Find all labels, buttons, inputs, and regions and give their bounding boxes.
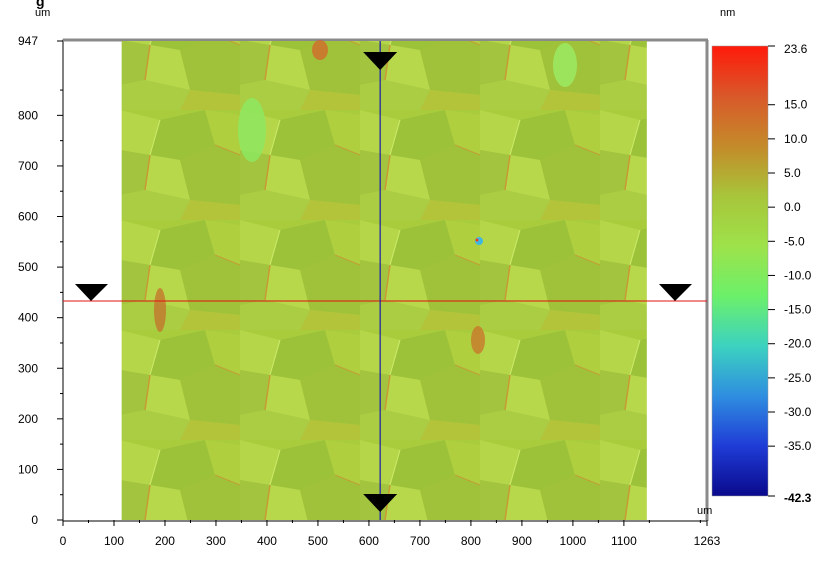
x-axis: 0 100 200 300 400 500 600 700 800 900 1000 1100 1263 — [60, 520, 721, 548]
x-tick-label: 500 — [308, 534, 328, 548]
grain-highlight — [238, 98, 266, 162]
colorbar-label: -35.0 — [784, 439, 812, 453]
height-map-surface — [121, 41, 647, 520]
colorbar-unit: nm — [720, 7, 735, 19]
x-tick-label: 1263 — [694, 534, 721, 548]
x-tick-label: 600 — [359, 534, 379, 548]
colorbar-label: -5.0 — [784, 234, 805, 248]
colorbar-label: 15.0 — [784, 98, 808, 112]
grain-boundary-spot — [154, 288, 166, 332]
cursor-marker-left[interactable] — [75, 283, 108, 301]
grain-boundary-spot — [312, 40, 328, 60]
colorbar-label: 5.0 — [784, 166, 801, 180]
grain-boundary-spot — [471, 326, 485, 354]
y-tick-label: 800 — [18, 108, 38, 122]
colorbar-labels: 15.0 10.0 5.0 0.0 -5.0 -10.0 -15.0 -20.0 -25.0 -3… — [768, 45, 812, 497]
height-map-image[interactable] — [121, 40, 647, 520]
x-tick-label: 200 — [155, 534, 175, 548]
colorbar-label: -25.0 — [784, 371, 812, 385]
y-tick-label: 300 — [18, 361, 38, 375]
y-axis: 0 100 200 300 400 500 600 700 800 947 — [18, 34, 63, 527]
colorbar-image-unit: um — [697, 505, 712, 517]
colorbar-label: -15.0 — [784, 303, 812, 317]
y-tick-label: 100 — [18, 462, 38, 476]
x-tick-label: 400 — [257, 534, 277, 548]
colorbar-label: -20.0 — [784, 337, 812, 351]
x-tick-label: 1100 — [611, 534, 637, 548]
cursor-marker-top[interactable] — [363, 52, 398, 70]
x-tick-label: 900 — [512, 534, 532, 548]
x-tick-label: 300 — [206, 534, 226, 548]
y-axis-unit: um — [35, 7, 50, 19]
y-tick-label: 700 — [18, 159, 38, 173]
x-tick-label: 100 — [104, 534, 124, 548]
title-partial: g — [36, 0, 45, 9]
colorbar-label: -30.0 — [784, 405, 812, 419]
colorbar-label: 10.0 — [784, 132, 808, 146]
colorbar[interactable] — [711, 45, 769, 497]
colorbar-min-label: -42.3 — [784, 491, 812, 505]
colorbar-max-label: 23.6 — [784, 42, 808, 56]
y-tick-label: 400 — [18, 311, 38, 325]
x-tick-label: 1000 — [560, 534, 587, 548]
y-tick-label: 600 — [18, 210, 38, 224]
grain-highlight — [553, 43, 577, 87]
x-tick-label: 0 — [60, 534, 67, 548]
colorbar-label: -10.0 — [784, 268, 812, 282]
y-tick-label: 947 — [18, 34, 38, 48]
colorbar-label: 0.0 — [784, 200, 801, 214]
defect-spot — [475, 238, 479, 242]
x-tick-label: 800 — [461, 534, 481, 548]
y-tick-label: 200 — [18, 412, 38, 426]
x-tick-label: 700 — [410, 534, 430, 548]
cursor-marker-bottom[interactable] — [363, 494, 398, 512]
cursor-marker-right[interactable] — [659, 283, 692, 301]
y-tick-label: 0 — [31, 513, 38, 527]
y-tick-label: 500 — [18, 260, 38, 274]
